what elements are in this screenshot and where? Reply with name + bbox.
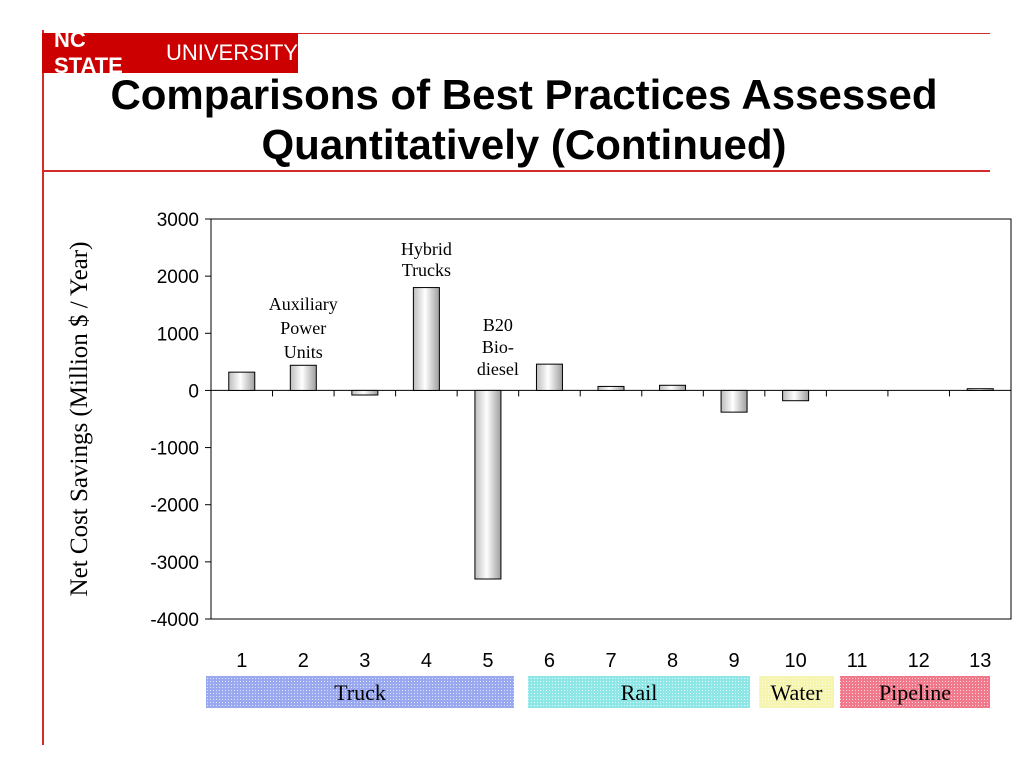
annotation-label: Power	[280, 318, 326, 338]
annotation-label: Units	[284, 342, 323, 362]
y-tick-label: 0	[188, 381, 199, 402]
group-band-rail	[528, 676, 750, 708]
title-line-2: Quantitatively (Continued)	[261, 121, 787, 168]
bar-2	[289, 364, 317, 391]
bar-3	[351, 389, 379, 396]
left-red-rule	[42, 30, 44, 745]
plot-area-frame	[210, 218, 1012, 620]
annotation-label: B20	[483, 315, 513, 335]
y-tick-label: 1000	[157, 324, 199, 345]
group-label-water: Water	[771, 680, 824, 705]
y-tick-label: -1000	[150, 439, 199, 460]
y-tick-label: 3000	[157, 210, 199, 231]
x-tick-label: 2	[298, 650, 309, 672]
annotation-label: Auxiliary	[269, 294, 338, 314]
x-tick-label: 13	[969, 650, 991, 672]
y-axis-title: Net Cost Savings (Million $ / Year)	[66, 242, 93, 597]
x-tick-label: 9	[729, 650, 740, 672]
x-tick-label: 1	[236, 650, 247, 672]
x-tick-label: 11	[847, 650, 868, 672]
group-label-pipeline: Pipeline	[879, 680, 951, 705]
x-tick-label: 10	[784, 650, 806, 672]
group-band-pipeline	[840, 676, 990, 708]
bar-7	[597, 385, 625, 391]
group-band-water	[759, 676, 834, 708]
group-label-truck: Truck	[334, 680, 386, 705]
ncstate-logo: NC STATE UNIVERSITY	[42, 27, 298, 78]
x-tick-label: 3	[359, 650, 370, 672]
group-label-rail: Rail	[621, 680, 658, 705]
y-tick-label: 2000	[157, 267, 199, 288]
bar-13	[966, 388, 994, 391]
x-tick-label: 4	[421, 650, 432, 672]
bar-6	[535, 363, 563, 391]
y-tick-label: -4000	[150, 610, 199, 631]
x-tick-label: 5	[482, 650, 493, 672]
annotation-label: diesel	[477, 359, 519, 379]
logo-light-text: UNIVERSITY	[165, 40, 298, 65]
annotation-label: Hybrid	[401, 239, 452, 259]
bar-4	[412, 287, 440, 391]
x-tick-label: 6	[544, 650, 555, 672]
x-tick-label: 8	[667, 650, 678, 672]
page-title: Comparisons of Best Practices Assessed Q…	[44, 70, 1004, 170]
title-underline-rule	[42, 170, 990, 172]
annotation-label: Bio-	[482, 337, 514, 357]
bar-5	[474, 389, 502, 580]
x-tick-label: 7	[605, 650, 616, 672]
annotation-label: Trucks	[402, 260, 451, 280]
title-line-1: Comparisons of Best Practices Assessed	[110, 71, 938, 118]
logo-bold-text: NC STATE	[54, 27, 123, 78]
x-tick-label: 12	[908, 650, 930, 672]
y-tick-label: -2000	[150, 496, 199, 517]
bar-9	[720, 389, 748, 413]
bar-8	[659, 384, 687, 391]
group-band-truck	[206, 676, 514, 708]
top-red-rule	[298, 33, 990, 34]
bar-1	[228, 371, 256, 391]
bar-10	[782, 389, 810, 402]
y-tick-label: -3000	[150, 553, 199, 574]
